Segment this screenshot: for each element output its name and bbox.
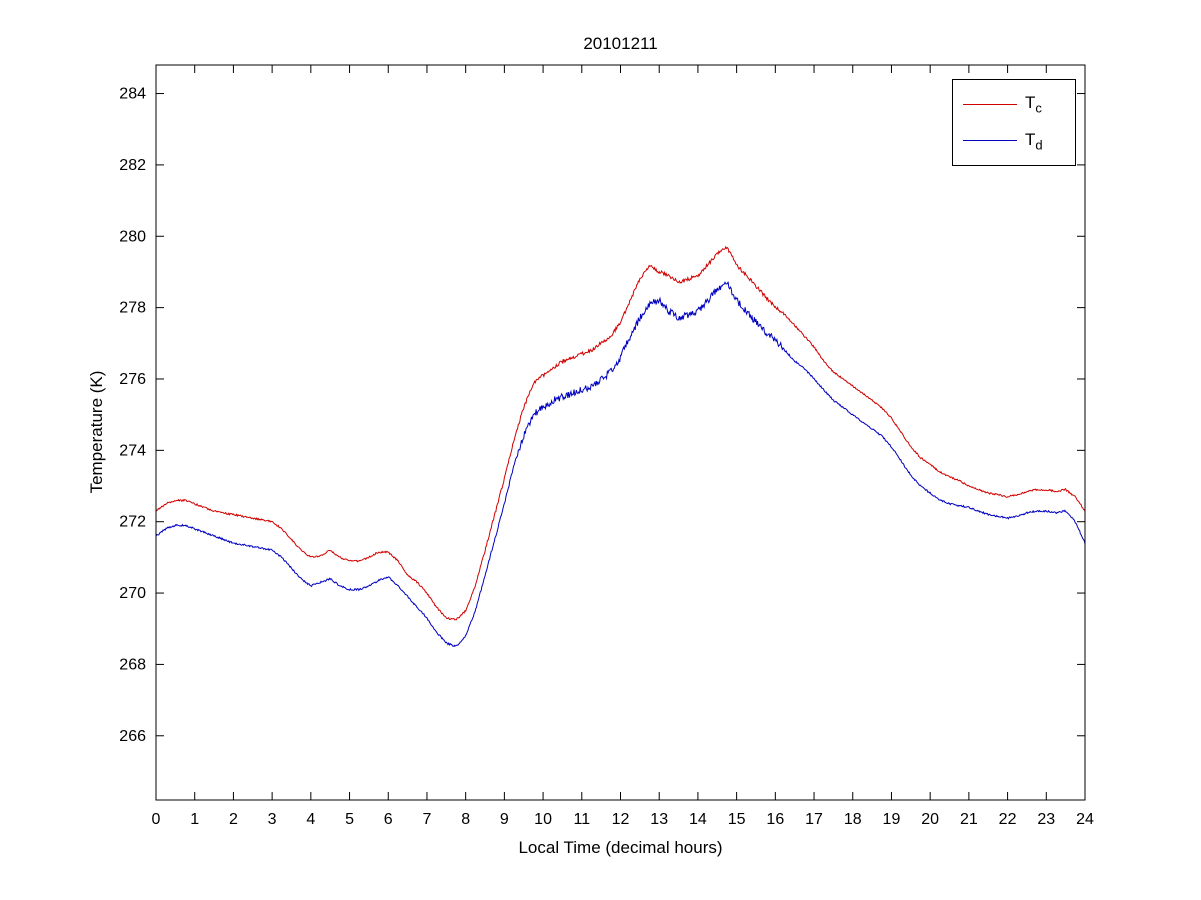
legend-line-td [963, 140, 1017, 142]
x-tick-label: 10 [534, 811, 552, 828]
x-tick-label: 6 [384, 811, 393, 828]
legend-entry-td: Td [953, 130, 1075, 152]
x-tick-label: 16 [766, 811, 784, 828]
x-tick-label: 24 [1076, 811, 1094, 828]
x-tick-label: 1 [190, 811, 199, 828]
x-tick-label: 5 [345, 811, 354, 828]
x-tick-label: 8 [461, 811, 470, 828]
legend-label-tc-sub: c [1035, 100, 1042, 116]
chart-title: 20101211 [583, 34, 658, 53]
x-tick-label: 3 [268, 811, 277, 828]
legend-line-tc [963, 103, 1017, 105]
x-tick-label: 21 [960, 811, 978, 828]
x-axis-label: Local Time (decimal hours) [518, 838, 723, 857]
x-tick-label: 13 [650, 811, 668, 828]
x-tick-label: 18 [844, 811, 862, 828]
x-tick-label: 12 [612, 811, 630, 828]
x-tick-label: 14 [689, 811, 707, 828]
x-tick-label: 19 [883, 811, 901, 828]
x-tick-label: 0 [152, 811, 161, 828]
legend-label-td: Td [1025, 130, 1043, 152]
y-tick-label: 274 [119, 442, 146, 459]
y-tick-label: 270 [119, 585, 146, 602]
y-tick-label: 282 [119, 157, 146, 174]
legend-entry-tc: Tc [953, 93, 1075, 115]
y-axis-label: Temperature (K) [87, 370, 106, 494]
axes-box [155, 64, 1086, 801]
y-tick-label: 278 [119, 300, 146, 317]
x-tick-label: 23 [1037, 811, 1055, 828]
y-tick-label: 276 [119, 371, 146, 388]
legend-label-tc: Tc [1025, 93, 1042, 115]
x-tick-label: 2 [229, 811, 238, 828]
y-tick-label: 272 [119, 514, 146, 531]
series-line-tc [156, 245, 1085, 621]
legend-label-td-sub: d [1035, 136, 1043, 152]
x-tick-label: 22 [999, 811, 1017, 828]
x-tick-label: 20 [921, 811, 939, 828]
x-tick-label: 4 [306, 811, 315, 828]
y-tick-label: 266 [119, 728, 146, 745]
y-tick-label: 284 [119, 86, 146, 103]
series-group [156, 245, 1085, 648]
x-tick-label: 9 [500, 811, 509, 828]
series-line-td [156, 281, 1085, 648]
x-tick-label: 11 [573, 811, 590, 828]
legend-label-tc-base: T [1025, 93, 1036, 113]
legend: Tc Td [952, 79, 1076, 166]
x-tick-label: 15 [728, 811, 746, 828]
x-tick-label: 7 [423, 811, 432, 828]
legend-label-td-base: T [1025, 129, 1036, 149]
x-tick-label: 17 [805, 811, 823, 828]
y-tick-label: 268 [119, 656, 146, 673]
y-tick-label: 280 [119, 228, 146, 245]
